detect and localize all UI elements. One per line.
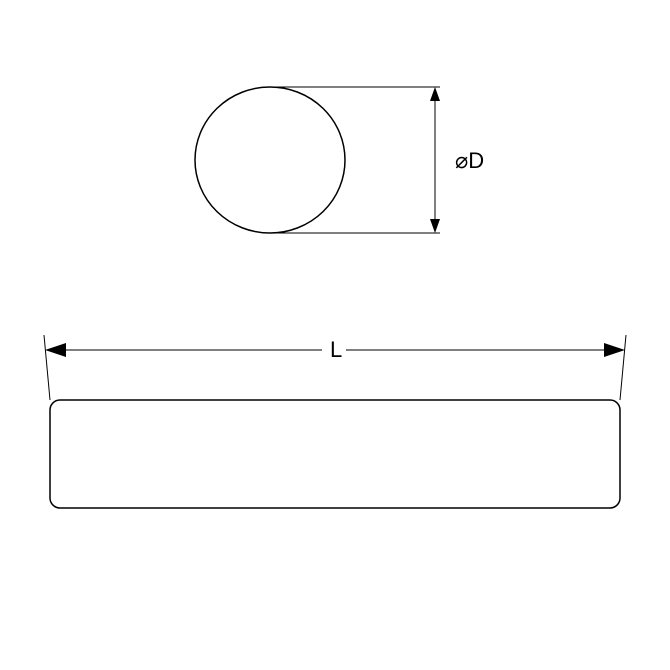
rod-side-view	[50, 400, 620, 508]
arrowhead-icon	[604, 343, 625, 357]
length-dimension: L	[44, 335, 626, 400]
length-label: L	[330, 337, 342, 362]
arrowhead-icon	[45, 343, 66, 357]
technical-drawing: ⌀D L	[0, 0, 670, 670]
arrowhead-icon	[430, 219, 440, 233]
diameter-dimension: ⌀D	[270, 87, 484, 233]
diameter-label: ⌀D	[455, 148, 484, 173]
cross-section-circle	[195, 87, 345, 233]
arrowhead-icon	[430, 87, 440, 101]
